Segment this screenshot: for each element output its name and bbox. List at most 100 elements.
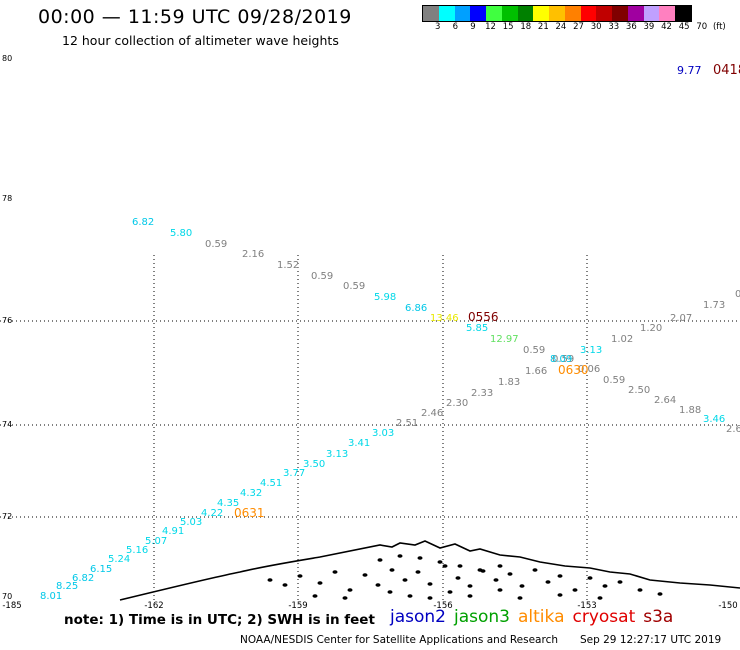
swh-value: 0.59 xyxy=(523,345,545,356)
lat-tick-label: 78 xyxy=(2,194,13,203)
legend-label: (ft) xyxy=(712,22,726,32)
track-time: 0630 xyxy=(558,363,589,377)
legend-label: 36 xyxy=(625,22,637,32)
swh-value: 6.82 xyxy=(72,573,94,584)
swh-value: 4.35 xyxy=(217,498,239,509)
footnote: note: 1) Time is in UTC; 2) SWH is in fe… xyxy=(64,612,375,628)
coastline-path xyxy=(119,540,740,601)
satellite-name: s3a xyxy=(643,607,674,627)
legend-swatch xyxy=(564,6,581,21)
legend-label: 12 xyxy=(485,22,496,32)
lake-shape xyxy=(427,596,433,600)
legend-swatch xyxy=(454,6,471,21)
lake-shape xyxy=(497,564,503,568)
swh-value: 1.73 xyxy=(703,300,725,311)
swh-value: 3.46 xyxy=(703,414,725,425)
swh-value: 5.98 xyxy=(374,292,396,303)
lon-tick-label: -153 xyxy=(577,601,597,611)
legend-label: 30 xyxy=(590,22,602,32)
satellite-name: altika xyxy=(518,607,565,627)
lake-shape xyxy=(657,592,663,596)
legend-swatch xyxy=(659,6,675,21)
lake-shape xyxy=(427,582,433,586)
legend-label: 33 xyxy=(608,22,620,32)
credit-line: NOAA/NESDIS Center for Satellite Applica… xyxy=(240,634,558,646)
swh-value: 2.07 xyxy=(670,313,692,324)
swh-value: 2.46 xyxy=(421,408,443,419)
lake-shape xyxy=(282,583,288,587)
lake-shape xyxy=(507,572,513,576)
swh-value: 1.20 xyxy=(640,323,662,334)
swh-value: 4.91 xyxy=(162,526,184,537)
lake-shape xyxy=(267,578,273,582)
lake-shape xyxy=(467,594,473,598)
lake-shape xyxy=(347,588,353,592)
wave-height-color-legend xyxy=(422,5,692,22)
swh-value: 3.77 xyxy=(283,468,305,479)
swh-value: 2.50 xyxy=(628,385,650,396)
swh-value: 6.15 xyxy=(90,564,112,575)
lon-tick-label: -150 xyxy=(718,601,738,611)
lake-shape xyxy=(389,568,395,572)
swh-value: 5.85 xyxy=(466,323,488,334)
corner-value: 9.77 0418 xyxy=(677,63,740,78)
lake-shape xyxy=(437,560,443,564)
lake-shape xyxy=(477,568,483,572)
swh-value: 3.13 xyxy=(326,449,348,460)
satellite-name: jason3 xyxy=(454,607,510,627)
lon-tick-label: -159 xyxy=(288,601,308,611)
swh-value: 1.88 xyxy=(679,405,701,416)
swh-value: 2.51 xyxy=(396,418,418,429)
lake-shape xyxy=(402,578,408,582)
swh-value: 5.80 xyxy=(170,228,192,239)
swh-value: 2.16 xyxy=(242,249,264,260)
legend-label: 45 xyxy=(678,22,690,32)
lat-tick-label: 76 xyxy=(2,316,13,325)
legend-swatch xyxy=(643,6,660,21)
lake-shape xyxy=(457,564,463,568)
legend-label: 70 xyxy=(696,22,708,32)
lon-tick-label: -185 xyxy=(2,601,22,611)
lake-shape xyxy=(517,596,523,600)
swh-value: 6.86 xyxy=(405,303,427,314)
swh-value: 8.01 xyxy=(40,591,62,602)
map-gridlines xyxy=(0,255,740,600)
lake-shape xyxy=(342,596,348,600)
lake-shape xyxy=(637,588,643,592)
swh-value: 5.07 xyxy=(145,536,167,547)
legend-swatch xyxy=(423,6,439,21)
map-title: 00:00 — 11:59 UTC 09/28/2019 xyxy=(38,6,352,28)
lake-shape xyxy=(545,580,551,584)
lake-shape xyxy=(362,573,368,577)
map-subtitle: 12 hour collection of altimeter wave hei… xyxy=(62,33,339,48)
swh-value: 5.03 xyxy=(180,517,202,528)
legend-swatch xyxy=(675,6,691,21)
legend-label: 6 xyxy=(452,22,459,32)
swh-value: 4.22 xyxy=(201,508,223,519)
lake-shape xyxy=(519,584,525,588)
legend-label: 42 xyxy=(661,22,672,32)
lon-tick-label: -156 xyxy=(433,601,453,611)
legend-label: 18 xyxy=(520,22,532,32)
swh-value: 4.32 xyxy=(240,488,262,499)
legend-labels: 3 6 9 12 15 18 21 24 27 30 33 36 39 42 45 70 (ft) xyxy=(422,22,740,34)
lake-shape xyxy=(617,580,623,584)
satellite-name: jason2 xyxy=(390,607,446,627)
swh-value: 0.06 xyxy=(578,364,600,375)
lake-shape xyxy=(387,590,393,594)
swh-value: 5.16 xyxy=(126,545,148,556)
lake-shape xyxy=(312,594,318,598)
lake-shape xyxy=(332,570,338,574)
legend-label: 15 xyxy=(502,22,514,32)
swh-value: 2.64 xyxy=(654,395,676,406)
swh-value: 2.33 xyxy=(471,388,493,399)
swh-value: 2.6 xyxy=(726,424,740,435)
swh-value: 1.52 xyxy=(277,260,299,271)
corner-time: 0418 xyxy=(713,63,740,78)
swh-value: 8.25 xyxy=(56,581,78,592)
legend-label: 39 xyxy=(643,22,655,32)
legend-swatch xyxy=(501,6,518,21)
lake-shape xyxy=(377,558,383,562)
lake-shape xyxy=(407,594,413,598)
lake-shape xyxy=(602,584,608,588)
